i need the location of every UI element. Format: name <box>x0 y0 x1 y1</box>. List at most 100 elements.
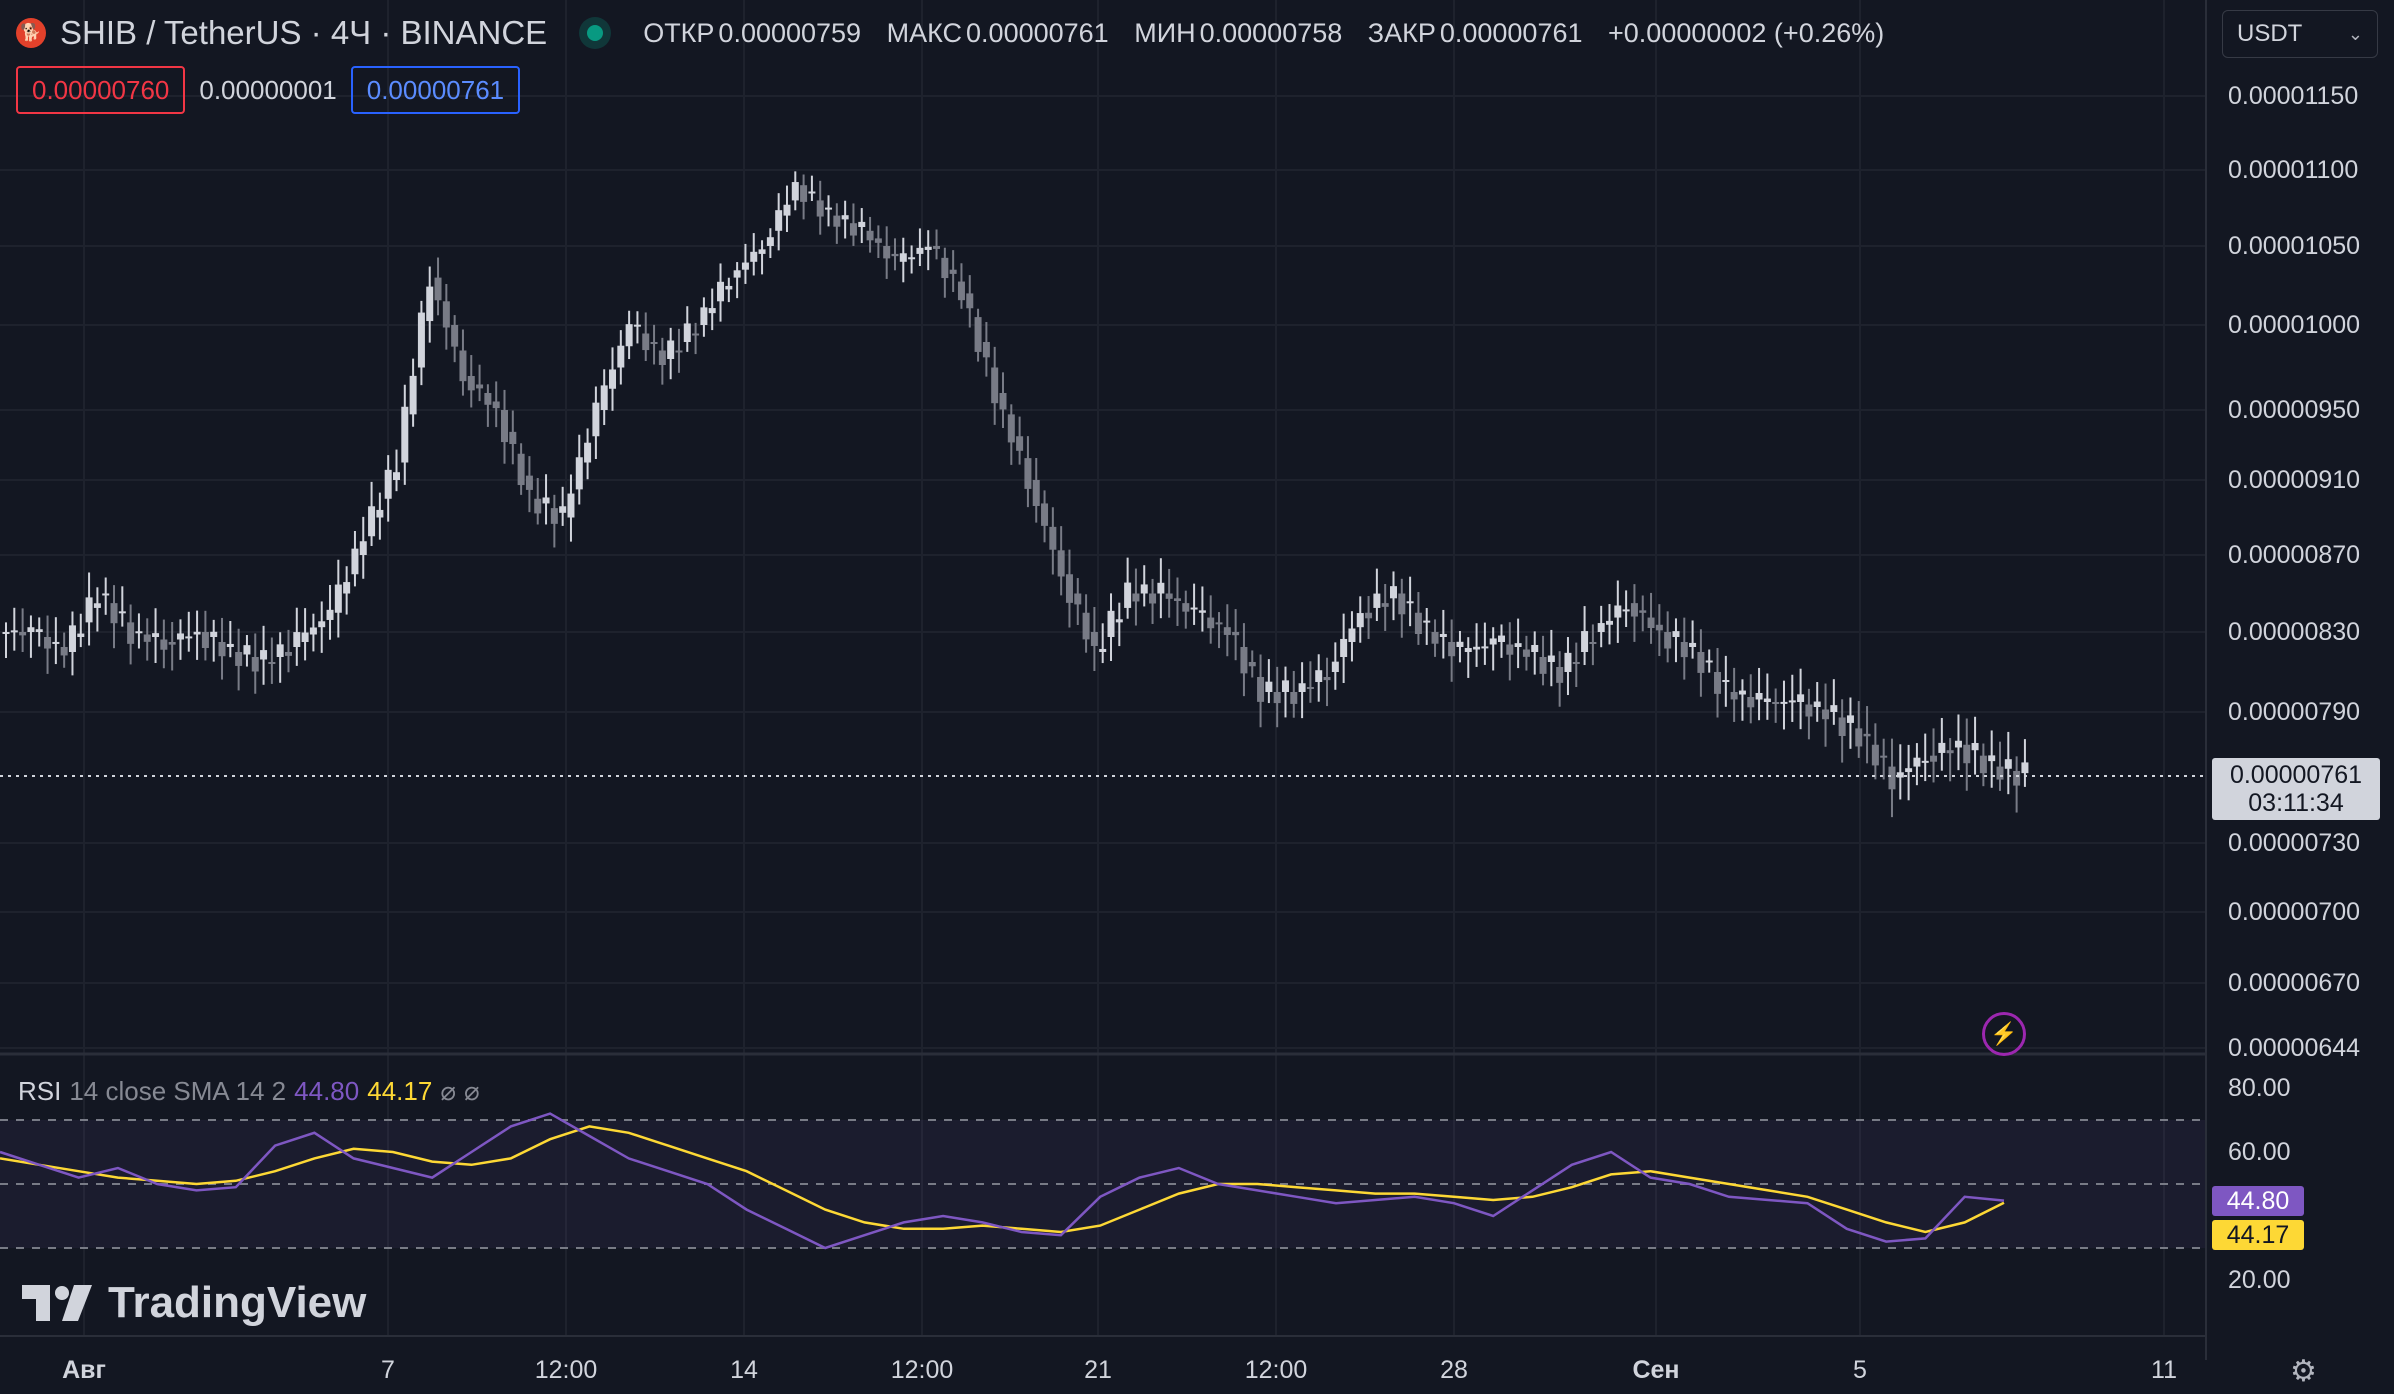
candle-body <box>1173 598 1181 601</box>
candle-body <box>1572 662 1580 664</box>
candle-body <box>193 631 201 635</box>
symbol-title[interactable]: SHIB / TetherUS · 4Ч · BINANCE <box>60 14 548 51</box>
rsi-legend[interactable]: RSI 14 close SMA 14 2 44.80 44.17 ⌀ ⌀ <box>18 1076 480 1107</box>
candle-body <box>1323 677 1331 681</box>
time-tick-label: 12:00 <box>1244 1356 1308 1384</box>
candle-body <box>1755 692 1763 700</box>
tradingview-logo[interactable]: TradingView <box>22 1278 366 1328</box>
candle-body <box>650 342 658 344</box>
sell-price-button[interactable]: 0.00000760 <box>16 66 186 114</box>
candle-body <box>559 506 567 513</box>
currency-select[interactable]: USDT ⌄ <box>2222 10 2378 58</box>
candle-body <box>542 497 550 504</box>
candle-body <box>1140 584 1148 594</box>
candle-body <box>1456 641 1464 647</box>
time-tick-label: 5 <box>1853 1356 1867 1384</box>
candle-body <box>1988 755 1996 762</box>
sma-value-tag: 44.17 <box>2212 1220 2304 1250</box>
candle-body <box>152 633 160 637</box>
symbol-line[interactable]: 🐕 SHIB / TetherUS · 4Ч · BINANCE ОТКР 0.0… <box>16 14 1902 52</box>
candle-body <box>1306 687 1314 689</box>
candle-body <box>1423 620 1431 623</box>
candle-body <box>1273 692 1281 704</box>
candle-body <box>318 621 326 628</box>
rsi-tick-label: 80.00 <box>2228 1074 2291 1102</box>
candle-body <box>683 323 691 342</box>
candle-body <box>1730 692 1738 700</box>
candle-body <box>1331 661 1339 672</box>
candle-body <box>1639 610 1647 613</box>
candle-body <box>1049 526 1057 550</box>
candle-body <box>1547 655 1555 662</box>
candle-body <box>534 498 542 514</box>
candle-body <box>758 249 766 254</box>
candle-body <box>1182 603 1190 612</box>
candle-body <box>916 247 924 254</box>
candle-body <box>1007 414 1015 443</box>
candle-body <box>35 629 43 632</box>
candle-body <box>883 246 891 259</box>
candle-body <box>584 442 592 463</box>
candle-body <box>1489 638 1497 645</box>
candle-body <box>127 622 135 644</box>
time-tick-label: 12:00 <box>890 1356 954 1384</box>
candle-body <box>708 308 716 314</box>
candle-body <box>750 251 758 262</box>
candle-body <box>1381 603 1389 607</box>
candle-body <box>1032 480 1040 507</box>
candle-body <box>1398 593 1406 615</box>
candle-body <box>974 317 982 352</box>
candle-body <box>1531 645 1539 652</box>
candle-body <box>501 410 508 443</box>
price-tick-label: 0.00000670 <box>2228 969 2361 997</box>
candle-body <box>476 384 484 389</box>
candle-body <box>1265 681 1273 692</box>
candle-body <box>1124 582 1132 608</box>
candle-body <box>1689 642 1697 647</box>
candle-body <box>600 385 608 410</box>
candle-body <box>633 324 641 327</box>
buy-price-button[interactable]: 0.00000761 <box>350 66 521 114</box>
gear-icon[interactable]: ⚙ <box>2290 1355 2317 1388</box>
candle-body <box>808 191 816 194</box>
candle-body <box>1655 624 1663 631</box>
time-tick-label: 7 <box>381 1356 395 1384</box>
candle-body <box>924 246 932 250</box>
candle-body <box>733 270 741 278</box>
chevron-down-icon: ⌄ <box>2347 23 2363 44</box>
candle-body <box>1846 715 1854 723</box>
candle-body <box>783 204 791 216</box>
close-label: ЗАКР <box>1367 17 1436 48</box>
candle-body <box>1647 617 1655 629</box>
lightning-icon[interactable]: ⚡ <box>1982 1012 2026 1056</box>
candle-body <box>1738 690 1746 695</box>
candle-body <box>1356 613 1364 628</box>
candle-body <box>1065 574 1073 603</box>
candle-body <box>991 367 999 404</box>
candle-body <box>1057 550 1065 577</box>
sma-legend-value: 44.17 <box>367 1076 433 1106</box>
candle-body <box>1473 646 1481 650</box>
candle-body <box>1464 648 1472 652</box>
open-label: ОТКР <box>643 17 715 48</box>
candle-body <box>1896 772 1904 778</box>
candle-body <box>517 453 525 486</box>
candle-body <box>617 345 625 368</box>
candle-body <box>442 301 450 328</box>
bar-countdown: 03:11:34 <box>2248 789 2344 817</box>
price-tick-label: 0.00001050 <box>2228 232 2361 260</box>
price-tick-label: 0.00000950 <box>2228 396 2361 424</box>
ohlc-values: ОТКР 0.00000759 МАКС 0.00000761 МИН 0.00000… <box>643 18 1902 49</box>
candle-body <box>800 185 808 202</box>
price-tick-label: 0.00000910 <box>2228 466 2361 494</box>
candle-body <box>93 603 101 608</box>
candle-body <box>1680 642 1688 658</box>
trade-price-boxes: 0.00000760 0.00000001 0.00000761 <box>16 66 521 114</box>
candle-body <box>966 293 974 309</box>
candle-body <box>19 632 27 636</box>
candle-body <box>1290 692 1298 704</box>
candle-body <box>1157 582 1165 594</box>
candle-body <box>102 593 110 596</box>
candle-body <box>260 650 268 660</box>
